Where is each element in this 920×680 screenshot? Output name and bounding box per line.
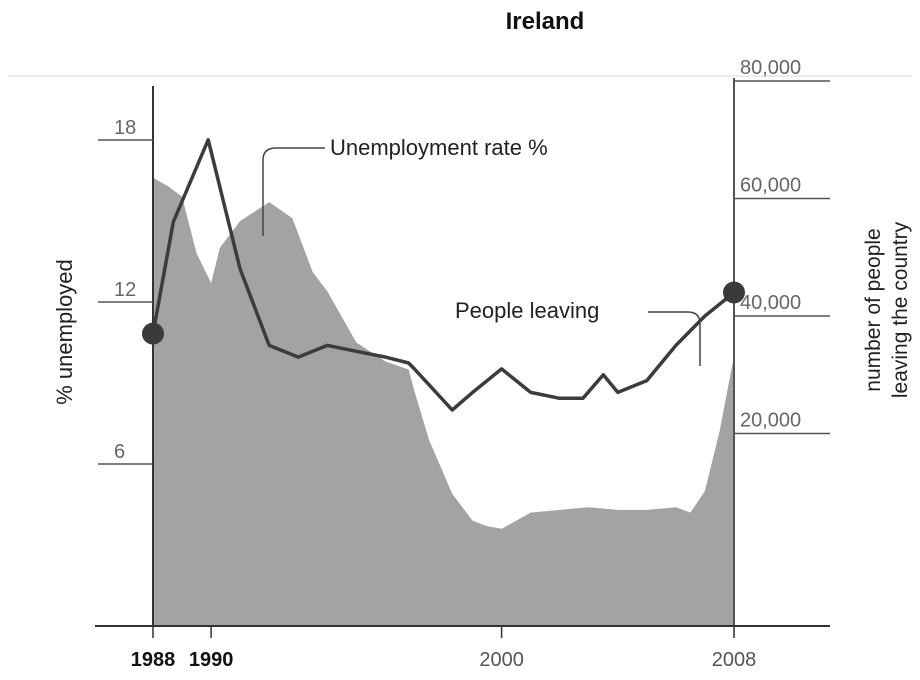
x-tick-label-3: 2008 [712, 649, 757, 671]
left-tick-label-1: 12 [114, 279, 136, 301]
annotation-people-leaving-leader [648, 311, 701, 366]
area-unemployment-rate [153, 177, 734, 627]
right-axis-label-1: number of people [862, 228, 885, 391]
line-layer [142, 138, 745, 412]
area-layer [153, 177, 734, 627]
annotation-people-leaving-label: People leaving [455, 298, 599, 323]
right-tick-label-3: 80,000 [740, 57, 801, 79]
left-tick-label-2: 18 [114, 117, 136, 139]
left-axis-label: % unemployed [52, 259, 77, 405]
annotation-unemployment-leader [262, 147, 325, 236]
left-tick-label-0: 6 [114, 441, 125, 463]
axes-layer: 6 12 18 % unemployed 20,000 40,000 60,000 80,00… [52, 57, 912, 671]
x-tick-label-1: 1990 [189, 649, 234, 671]
chart-title: Ireland [505, 8, 585, 35]
people-leaving-start-marker [142, 322, 164, 345]
x-tick-label-0: 1988 [131, 649, 176, 671]
right-axis-label-2: leaving the country [889, 221, 912, 398]
people-leaving-end-marker [723, 281, 745, 304]
annotation-layer: Unemployment rate % People leaving [262, 135, 701, 366]
right-tick-label-1: 40,000 [740, 292, 801, 314]
right-tick-label-0: 20,000 [740, 410, 801, 432]
right-tick-label-2: 60,000 [740, 175, 801, 197]
line-people-leaving [151, 138, 736, 412]
annotation-unemployment-label: Unemployment rate % [330, 135, 548, 160]
x-tick-label-2: 2000 [479, 649, 524, 671]
